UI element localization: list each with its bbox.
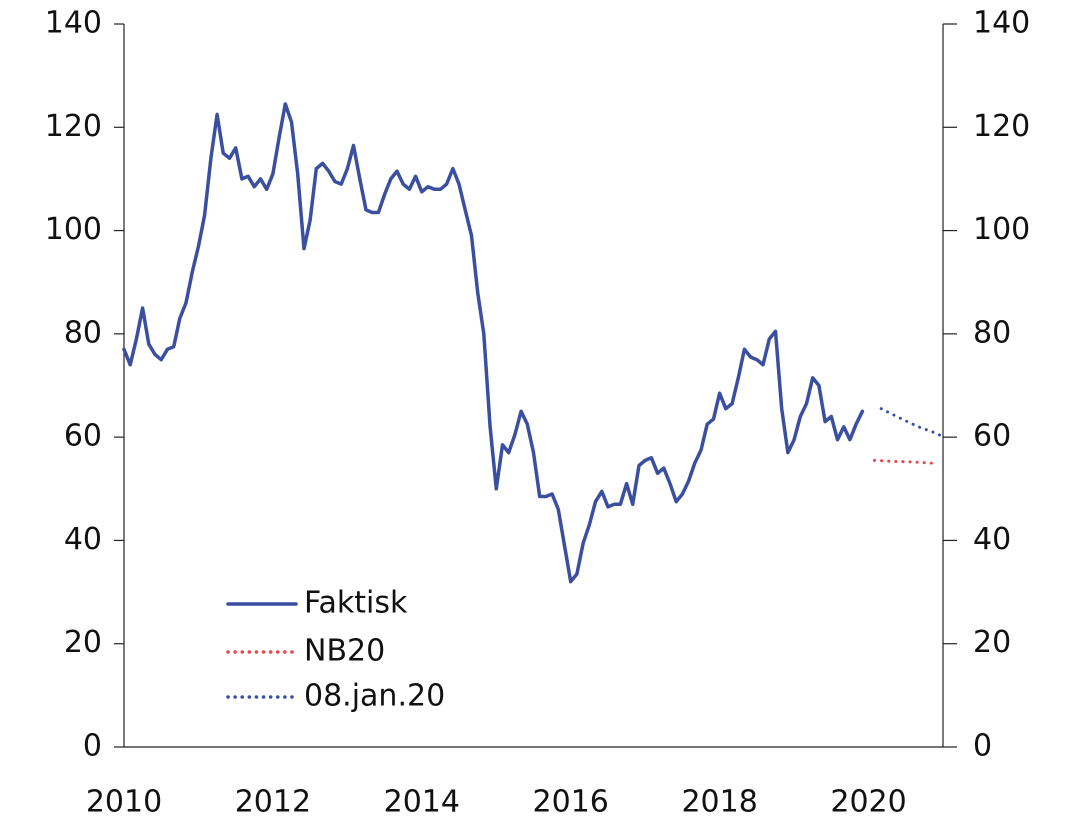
x-tick-label: 2012 bbox=[235, 785, 311, 820]
y2-tick-label: 120 bbox=[973, 109, 1030, 144]
y-tick-label: 0 bbox=[83, 729, 102, 764]
y2-tick-label: 140 bbox=[973, 6, 1030, 41]
y2-tick-label: 80 bbox=[973, 315, 1011, 350]
y-tick-label: 120 bbox=[45, 109, 102, 144]
y-tick-label: 100 bbox=[45, 212, 102, 247]
x-tick-label: 2010 bbox=[86, 785, 162, 820]
y-tick-label: 140 bbox=[45, 6, 102, 41]
y2-tick-label: 0 bbox=[973, 729, 992, 764]
x-tick-label: 2016 bbox=[533, 785, 609, 820]
legend-label: NB20 bbox=[304, 634, 385, 669]
legend-label: Faktisk bbox=[304, 586, 408, 621]
series-line bbox=[873, 458, 939, 466]
x-tick-label: 2018 bbox=[681, 785, 757, 820]
y-tick-label: 80 bbox=[64, 315, 102, 350]
y-tick-label: 40 bbox=[64, 522, 102, 557]
legend-label: 08.jan.20 bbox=[304, 679, 445, 714]
y2-tick-label: 20 bbox=[973, 625, 1011, 660]
y2-tick-label: 100 bbox=[973, 212, 1030, 247]
x-tick-label: 2014 bbox=[384, 785, 460, 820]
y-tick-label: 60 bbox=[64, 419, 102, 454]
y2-tick-label: 40 bbox=[973, 522, 1011, 557]
y-tick-label: 20 bbox=[64, 625, 102, 660]
y2-tick-label: 60 bbox=[973, 419, 1011, 454]
x-tick-label: 2020 bbox=[830, 785, 906, 820]
axes bbox=[123, 24, 944, 748]
series-line bbox=[879, 407, 945, 439]
series-line bbox=[122, 102, 865, 584]
